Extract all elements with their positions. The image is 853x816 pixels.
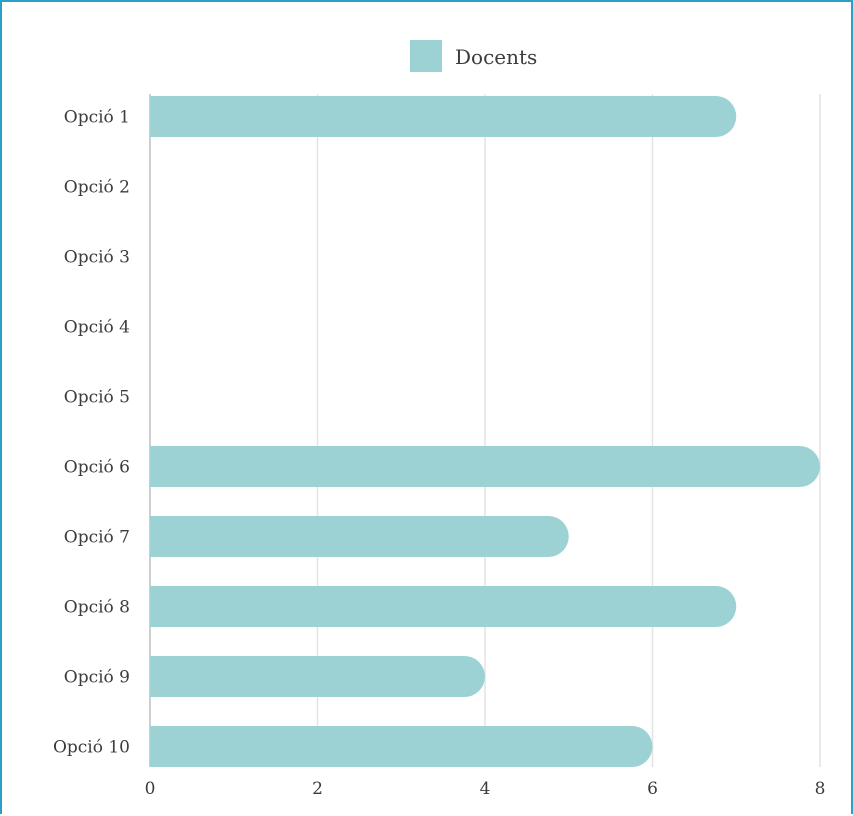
bars [150, 96, 820, 767]
y-tick-label: Opció 7 [64, 528, 130, 548]
bar[interactable] [150, 586, 737, 627]
y-tick-label: Opció 6 [64, 458, 130, 478]
x-tick-label: 2 [312, 779, 323, 799]
legend-swatch[interactable] [410, 40, 442, 72]
y-tick-label: Opció 4 [64, 318, 130, 338]
bar[interactable] [150, 446, 820, 487]
x-tick-label: 4 [480, 779, 491, 799]
bar[interactable] [150, 96, 737, 137]
x-tick-label: 8 [815, 779, 826, 799]
x-tick-label: 0 [145, 779, 156, 799]
bar[interactable] [150, 726, 653, 767]
y-tick-label: Opció 5 [64, 388, 130, 408]
legend[interactable]: Docents [410, 40, 537, 72]
y-tick-label: Opció 10 [53, 738, 130, 758]
x-tick-label: 6 [647, 779, 658, 799]
y-axis-labels: Opció 1 Opció 2 Opció 3 Opció 4 Opció 5 Opció… [53, 108, 130, 758]
y-tick-label: Opció 3 [64, 248, 130, 268]
legend-label[interactable]: Docents [455, 45, 537, 69]
bar[interactable] [150, 516, 569, 557]
bar[interactable] [150, 656, 485, 697]
y-tick-label: Opció 1 [64, 108, 130, 128]
x-axis-labels: 0 2 4 6 8 [145, 779, 826, 799]
gridlines [149, 94, 821, 767]
y-tick-label: Opció 8 [64, 598, 130, 618]
y-tick-label: Opció 2 [64, 178, 130, 198]
y-tick-label: Opció 9 [64, 668, 130, 688]
